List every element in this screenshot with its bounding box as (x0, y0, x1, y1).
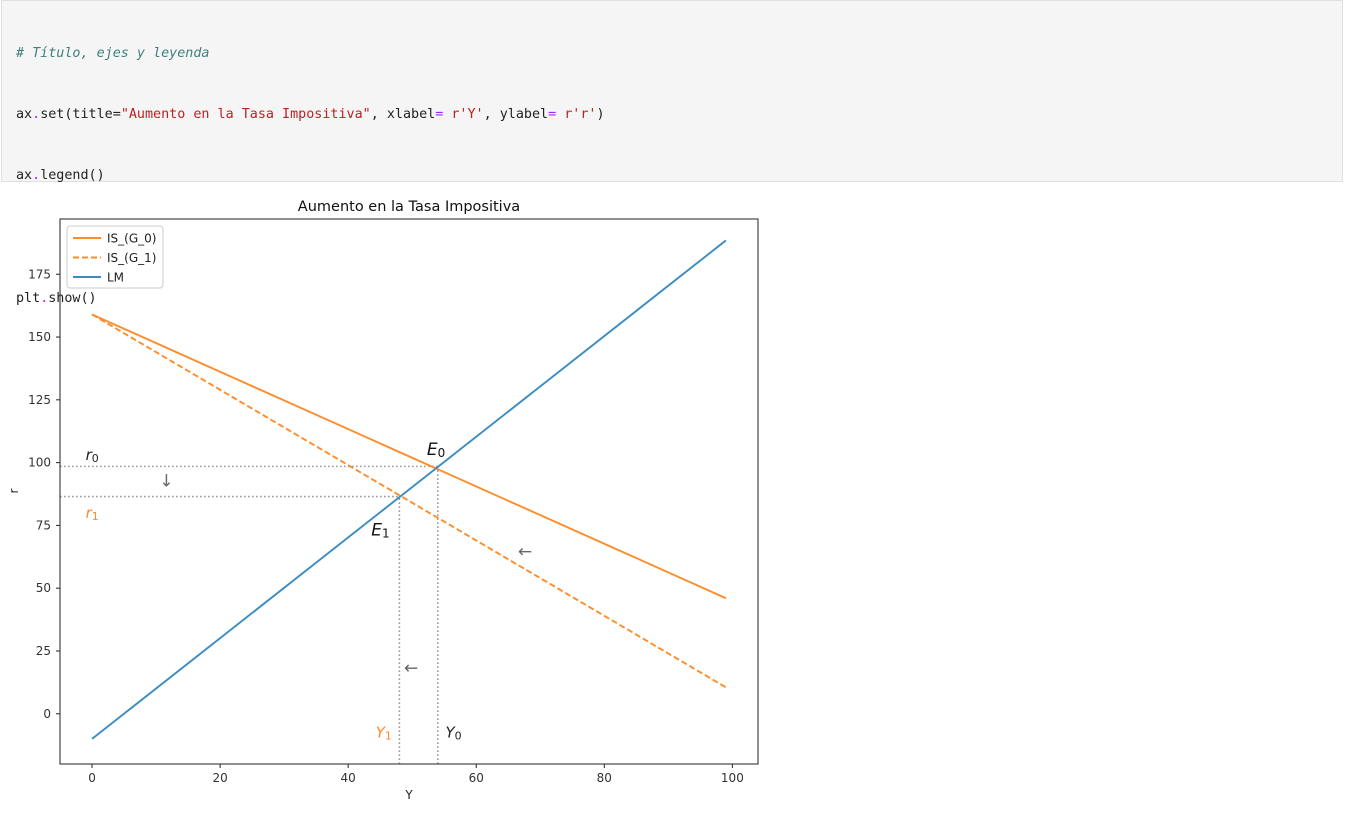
annotation-label: ← (404, 659, 418, 679)
annotations: E0 E1 r0 r1 Y1 Y0 ↓ ← ← (86, 440, 532, 743)
code-line-2: ax.set(title="Aumento en la Tasa Imposit… (16, 105, 605, 125)
x-tick-label: 20 (212, 771, 227, 785)
legend-box (66, 225, 164, 289)
code-token: ) (596, 107, 605, 123)
code-line-3: ax.legend() (16, 166, 605, 186)
code-token: , xlabel (370, 107, 436, 123)
y-axis-label: r (7, 488, 21, 493)
legend: IS_(G_0) IS_(G_1) LM (66, 225, 164, 289)
x-tick-label: 80 (597, 771, 612, 785)
y-tick-label: 75 (36, 518, 51, 532)
code-operator: = (435, 107, 444, 123)
x-tick-label: 0 (88, 771, 96, 785)
y-tick-label: 150 (28, 330, 51, 344)
x-tick-label: 40 (341, 771, 356, 785)
y-tick-label: 25 (36, 644, 51, 658)
code-operator: . (40, 290, 49, 306)
code-string: r'r' (556, 107, 597, 123)
code-token: plt (16, 290, 41, 306)
chart: Aumento en la Tasa Impositiva Y r E0 E1 r0… (7, 199, 759, 802)
series-lines (91, 239, 727, 740)
code-operator: = (548, 107, 557, 123)
code-cell[interactable]: # Título, ejes y leyenda ax.set(title="A… (1, 0, 1343, 306)
annotation-label: ← (518, 542, 532, 562)
x-tick-label: 100 (721, 771, 744, 785)
chart-title: Aumento en la Tasa Impositiva (298, 199, 520, 215)
x-tick-label: 60 (469, 771, 484, 785)
series-line (91, 313, 727, 689)
code-token: , ylabel (483, 107, 549, 123)
annotation-label: r1 (86, 504, 99, 523)
y-tick-label: 50 (36, 581, 51, 595)
series-line (91, 239, 727, 740)
annotation-label: Y0 (446, 724, 462, 743)
code-comment: # Título, ejes y leyenda (16, 45, 210, 61)
annotation-label: ↓ (159, 471, 173, 491)
y-tick-label: 125 (28, 393, 51, 407)
annotation-label: r0 (86, 446, 99, 465)
axes: 0 20 40 60 80 100 0 25 50 75 100 125 150 175 (28, 218, 759, 785)
legend-label: IS_(G_1) (107, 251, 156, 265)
code-editor[interactable]: # Título, ejes y leyenda ax.set(title="A… (16, 3, 605, 350)
x-axis-label: Y (404, 788, 413, 802)
cell-output: Aumento en la Tasa Impositiva Y r E0 E1 r0… (0, 183, 1345, 835)
y-tick-label: 175 (28, 267, 51, 281)
guide-lines (60, 465, 439, 764)
code-token: legend() (40, 168, 105, 184)
code-line-1: # Título, ejes y leyenda (16, 44, 605, 64)
code-string: r'Y' (443, 107, 484, 123)
series-line (91, 313, 727, 600)
code-operator: . (32, 107, 41, 123)
annotation-label: E1 (371, 520, 389, 540)
legend-label: IS_(G_0) (107, 232, 156, 246)
annotation-label: E0 (427, 440, 445, 460)
legend-label: LM (107, 271, 124, 285)
code-string: "Aumento en la Tasa Impositiva" (120, 107, 371, 123)
code-token: ax (16, 168, 33, 184)
y-tick-label: 0 (43, 707, 51, 721)
plot-frame (59, 218, 759, 765)
y-tick-label: 100 (28, 456, 51, 470)
code-operator: . (32, 168, 41, 184)
code-token: ax (16, 107, 33, 123)
code-token: set(title= (40, 107, 121, 123)
annotation-label: Y1 (376, 724, 392, 743)
